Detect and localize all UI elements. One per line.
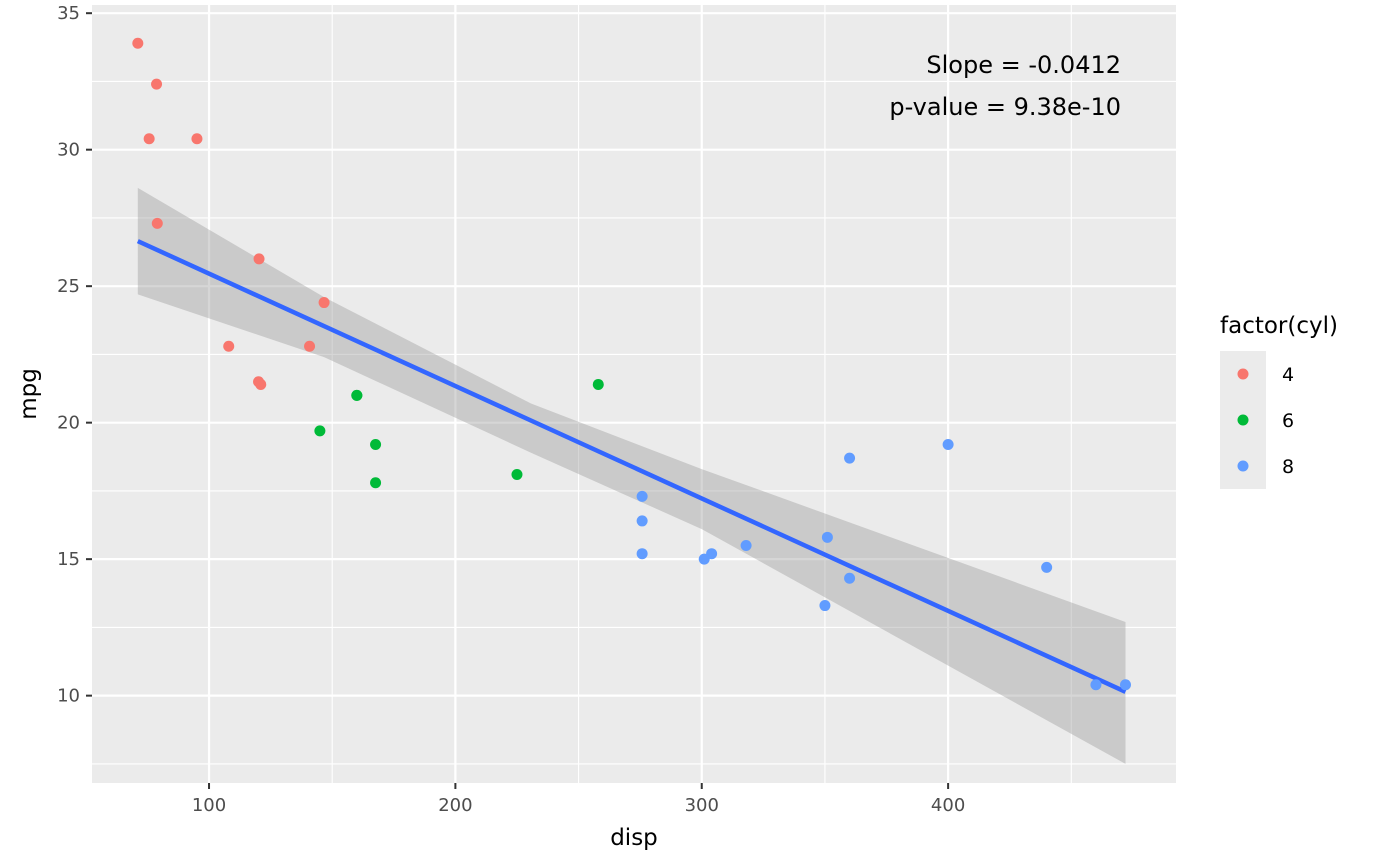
data-point-cyl-6 (351, 389, 363, 401)
legend-title: factor(cyl) (1220, 313, 1338, 339)
data-point-cyl-8 (844, 572, 856, 584)
data-point-cyl-8 (636, 490, 648, 502)
data-point-cyl-4 (143, 133, 155, 145)
y-tick-label: 25 (57, 276, 80, 297)
y-tick-label: 30 (57, 140, 80, 161)
y-tick-label: 15 (57, 549, 80, 570)
x-tick-label: 200 (438, 795, 472, 816)
fit-line-layer (136, 239, 1127, 694)
data-point-cyl-4 (255, 378, 267, 390)
legend-label-cyl-6: 6 (1282, 410, 1294, 432)
p-value-annotation: p-value = 9.38e-10 (889, 93, 1121, 121)
confidence-band-layer (137, 187, 1126, 764)
legend-label-cyl-4: 4 (1282, 364, 1294, 386)
data-point-cyl-6 (370, 439, 382, 451)
data-point-cyl-8 (740, 540, 752, 552)
x-axis-title: disp (610, 825, 658, 851)
x-tick-label: 300 (685, 795, 719, 816)
data-point-cyl-8 (1119, 679, 1131, 691)
data-point-cyl-4 (223, 340, 235, 352)
data-point-cyl-8 (942, 439, 954, 451)
y-tick-label: 35 (57, 3, 80, 24)
y-tick-label: 10 (57, 686, 80, 707)
legend-key-cyl-6 (1237, 414, 1249, 426)
legend-key-cyl-8 (1237, 460, 1249, 472)
legend-key-cyl-4 (1237, 368, 1249, 380)
legend: factor(cyl) 4 6 8 (1220, 313, 1338, 489)
regression-line (136, 239, 1127, 694)
data-point-cyl-8 (1090, 679, 1102, 691)
data-point-cyl-8 (636, 548, 648, 560)
x-tick-label: 400 (931, 795, 965, 816)
data-point-cyl-8 (1041, 561, 1053, 573)
confidence-band (137, 187, 1126, 764)
data-point-cyl-8 (819, 600, 831, 612)
x-axis-ticks: 100 200 300 400 (192, 783, 965, 816)
data-point-cyl-4 (304, 340, 316, 352)
y-axis-ticks: 10 15 20 25 30 35 (57, 3, 92, 707)
data-point-cyl-6 (370, 477, 382, 489)
data-point-cyl-6 (592, 378, 604, 390)
data-point-cyl-4 (151, 217, 163, 229)
panel-background (92, 5, 1176, 783)
data-point-cyl-4 (151, 78, 163, 90)
data-point-cyl-8 (821, 531, 833, 543)
data-point-cyl-8 (698, 553, 710, 565)
legend-keys: 4 6 8 (1220, 351, 1294, 489)
data-point-cyl-8 (844, 452, 856, 464)
minor-gridlines (92, 5, 1176, 783)
y-axis-title: mpg (16, 368, 42, 420)
major-gridlines (92, 5, 1176, 783)
data-point-cyl-4 (253, 253, 265, 265)
data-point-cyl-6 (314, 425, 326, 437)
x-tick-label: 100 (192, 795, 226, 816)
data-point-cyl-6 (511, 469, 523, 481)
data-points (132, 37, 1131, 691)
data-point-cyl-8 (636, 515, 648, 527)
slope-annotation: Slope = -0.0412 (926, 51, 1121, 79)
data-point-cyl-4 (191, 133, 203, 145)
data-point-cyl-4 (318, 297, 330, 309)
data-point-cyl-4 (132, 37, 144, 49)
y-tick-label: 20 (57, 413, 80, 434)
legend-label-cyl-8: 8 (1282, 456, 1294, 478)
